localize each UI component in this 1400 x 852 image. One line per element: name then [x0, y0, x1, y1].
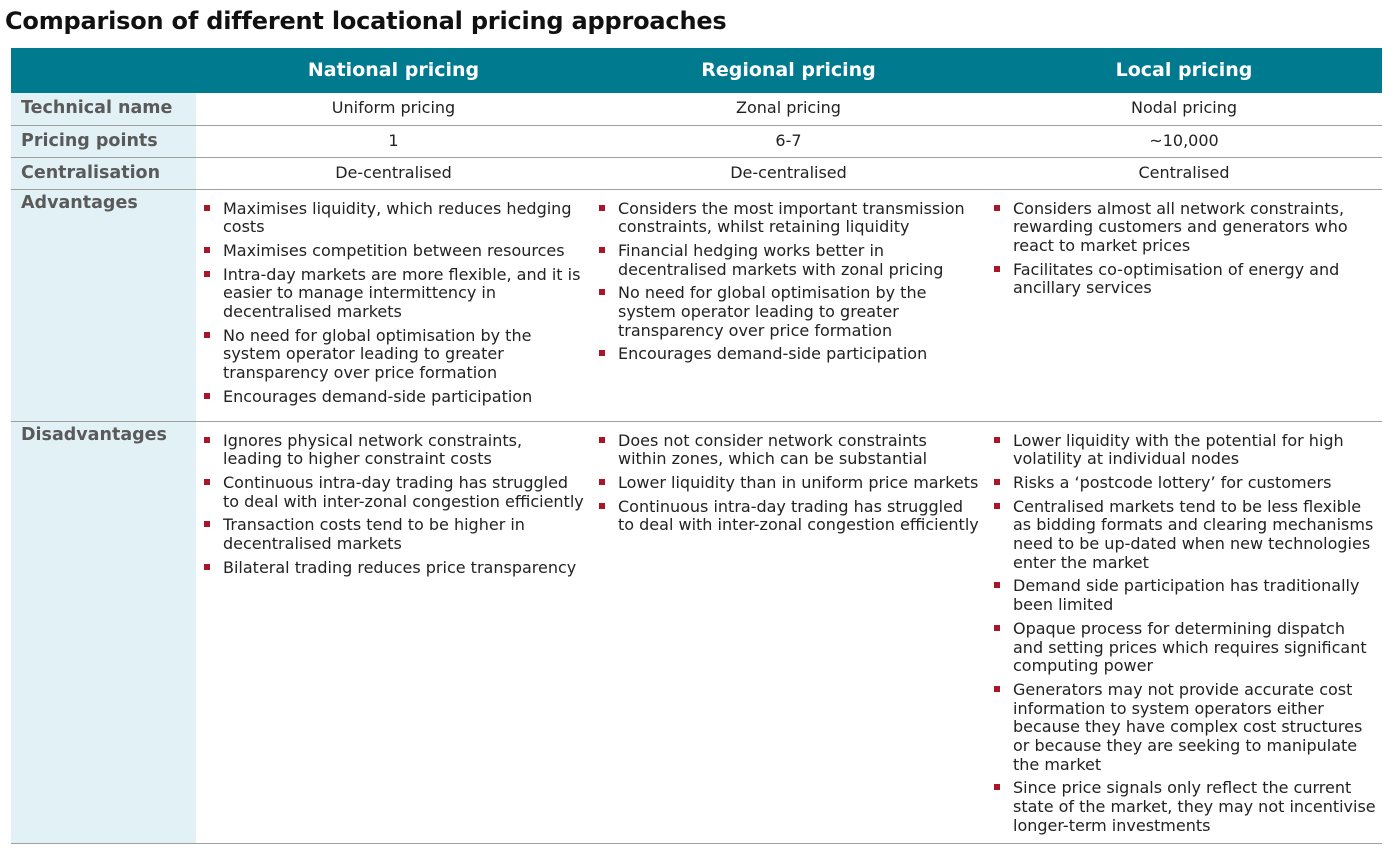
list-item: Maximises competition between resources — [204, 241, 585, 261]
rowhead-technical-name: Technical name — [11, 93, 196, 126]
cell-disadvantages-local: Lower liquidity with the potential for h… — [986, 421, 1382, 844]
advantages-local-list: Considers almost all network constraints… — [994, 199, 1376, 299]
list-item: Intra-day markets are more flexible, and… — [204, 265, 585, 322]
list-item: Continuous intra-day trading has struggl… — [204, 473, 585, 511]
list-item: Opaque process for determining dispatch … — [994, 619, 1376, 676]
list-item: Facilitates co-optimisation of energy an… — [994, 260, 1376, 298]
list-item: Demand side participation has traditiona… — [994, 576, 1376, 614]
rowhead-centralisation: Centralisation — [11, 157, 196, 190]
list-item: Encourages demand-side participation — [599, 345, 980, 364]
list-item: Risks a ‘postcode lottery’ for customers — [994, 473, 1376, 493]
disadvantages-local-list: Lower liquidity with the potential for h… — [994, 431, 1376, 836]
cell-technical-name-local: Nodal pricing — [986, 93, 1382, 126]
list-item: Does not consider network constraints wi… — [599, 431, 980, 469]
list-item: Generators may not provide accurate cost… — [994, 680, 1376, 775]
cell-centralisation-national: De-centralised — [196, 157, 591, 190]
list-item: Transaction costs tend to be higher in d… — [204, 515, 585, 553]
list-item: Encourages demand-side participation — [204, 387, 585, 407]
page-title: Comparison of different locational prici… — [5, 7, 727, 35]
rowhead-pricing-points: Pricing points — [11, 125, 196, 158]
list-item: Financial hedging works better in decent… — [599, 241, 980, 279]
list-item: Continuous intra-day trading has struggl… — [599, 497, 980, 535]
cell-technical-name-national: Uniform pricing — [196, 93, 591, 126]
header-local-pricing: Local pricing — [1115, 59, 1253, 82]
cell-pricing-points-regional: 6-7 — [591, 125, 986, 158]
row-centralisation: Centralisation De-centralised De-central… — [11, 157, 1382, 190]
row-technical-name: Technical name Uniform pricing Zonal pri… — [11, 93, 1382, 126]
cell-technical-name-regional: Zonal pricing — [591, 93, 986, 126]
cell-disadvantages-national: Ignores physical network constraints, le… — [196, 421, 591, 844]
cell-advantages-regional: Considers the most important transmissio… — [591, 189, 986, 422]
advantages-national-list: Maximises liquidity, which reduces hedgi… — [204, 199, 585, 407]
rowhead-disadvantages: Disadvantages — [11, 421, 196, 844]
list-item: Maximises liquidity, which reduces hedgi… — [204, 199, 585, 237]
rowhead-advantages: Advantages — [11, 189, 196, 422]
list-item: No need for global optimisation by the s… — [204, 326, 585, 383]
list-item: Bilateral trading reduces price transpar… — [204, 558, 585, 578]
header-row: National pricing Regional pricing Local … — [11, 48, 1382, 93]
cell-centralisation-regional: De-centralised — [591, 157, 986, 190]
cell-disadvantages-regional: Does not consider network constraints wi… — [591, 421, 986, 844]
disadvantages-regional-list: Does not consider network constraints wi… — [599, 431, 980, 536]
row-disadvantages: Disadvantages Ignores physical network c… — [11, 421, 1382, 844]
cell-pricing-points-local: ~10,000 — [986, 125, 1382, 158]
comparison-table: National pricing Regional pricing Local … — [11, 48, 1382, 844]
row-advantages: Advantages Maximises liquidity, which re… — [11, 189, 1382, 422]
advantages-regional-list: Considers the most important transmissio… — [599, 199, 980, 365]
row-pricing-points: Pricing points 1 6-7 ~10,000 — [11, 125, 1382, 158]
list-item: Considers almost all network constraints… — [994, 199, 1376, 256]
disadvantages-national-list: Ignores physical network constraints, le… — [204, 431, 585, 578]
list-item: Considers the most important transmissio… — [599, 199, 980, 237]
cell-centralisation-local: Centralised — [986, 157, 1382, 190]
cell-pricing-points-national: 1 — [196, 125, 591, 158]
header-corner — [11, 48, 196, 93]
list-item: Lower liquidity with the potential for h… — [994, 431, 1376, 469]
list-item: Since price signals only reflect the cur… — [994, 779, 1376, 835]
cell-advantages-national: Maximises liquidity, which reduces hedgi… — [196, 189, 591, 422]
header-national-pricing: National pricing — [307, 59, 480, 82]
list-item: Centralised markets tend to be less flex… — [994, 497, 1376, 573]
list-item: Lower liquidity than in uniform price ma… — [599, 473, 980, 493]
cell-advantages-local: Considers almost all network constraints… — [986, 189, 1382, 422]
header-regional-pricing: Regional pricing — [701, 59, 876, 82]
list-item: No need for global optimisation by the s… — [599, 283, 980, 340]
list-item: Ignores physical network constraints, le… — [204, 431, 585, 469]
